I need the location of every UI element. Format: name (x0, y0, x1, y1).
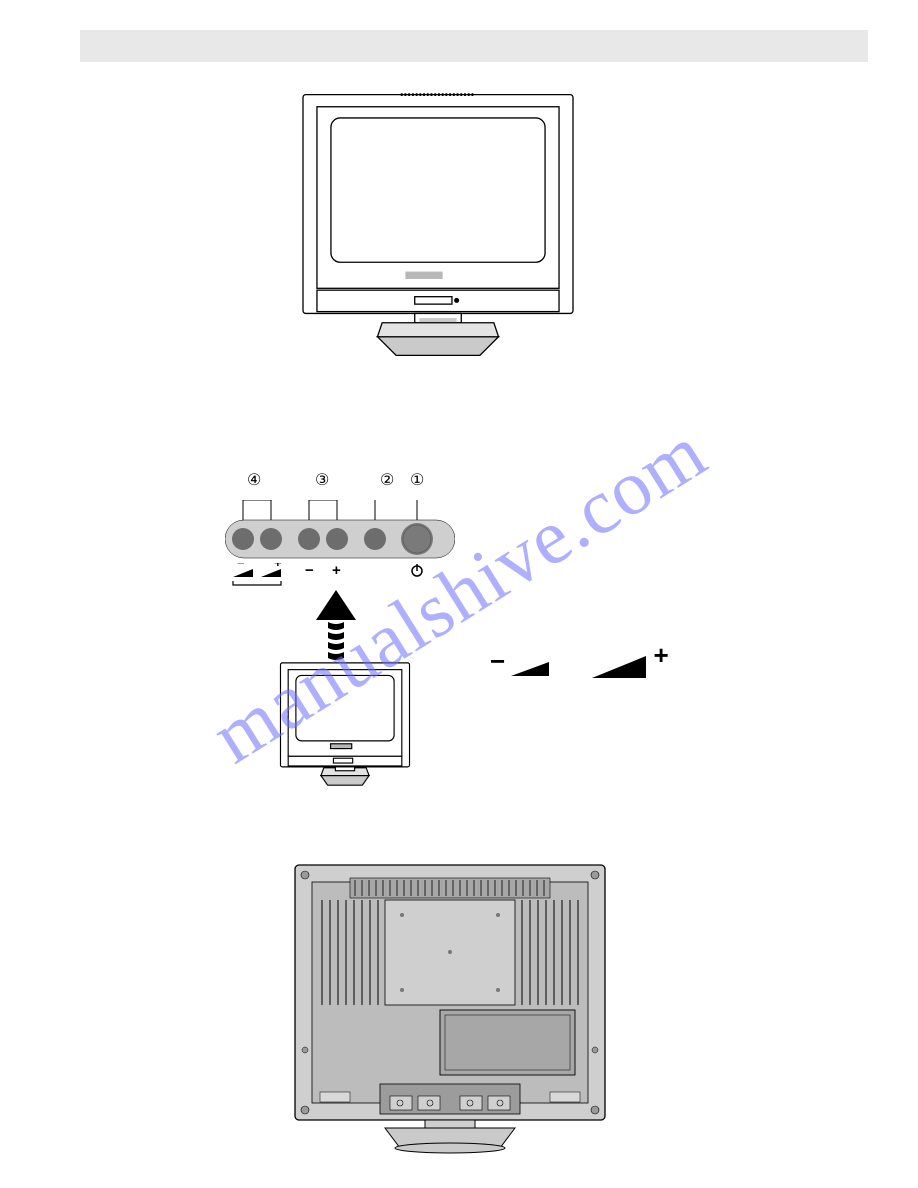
svg-text:−: − (237, 563, 245, 570)
volume-symbols: − + (490, 640, 669, 682)
tv-mini-svg (275, 660, 415, 790)
vol-plus-icon: + (653, 640, 668, 670)
tv-front-figure (288, 90, 588, 363)
label-circle-3: ③ (315, 470, 329, 490)
tv-back-svg (290, 860, 610, 1160)
control-panel-svg (225, 500, 455, 570)
label-circle-4: ④ (247, 470, 261, 490)
tv-front-svg (288, 90, 588, 360)
label-circle-1: ① (410, 470, 424, 490)
tv-mini-figure (275, 660, 415, 793)
tv-back-figure (290, 860, 610, 1163)
arrow-up-icon (316, 590, 356, 670)
header-bar (80, 30, 868, 62)
svg-text:+: + (274, 563, 282, 570)
svg-text:+: + (332, 563, 341, 579)
svg-text:−: − (305, 563, 314, 579)
label-circle-2: ② (380, 470, 394, 490)
vol-minus-icon: − (490, 646, 505, 676)
control-panel-labels: − + − + (225, 563, 455, 592)
